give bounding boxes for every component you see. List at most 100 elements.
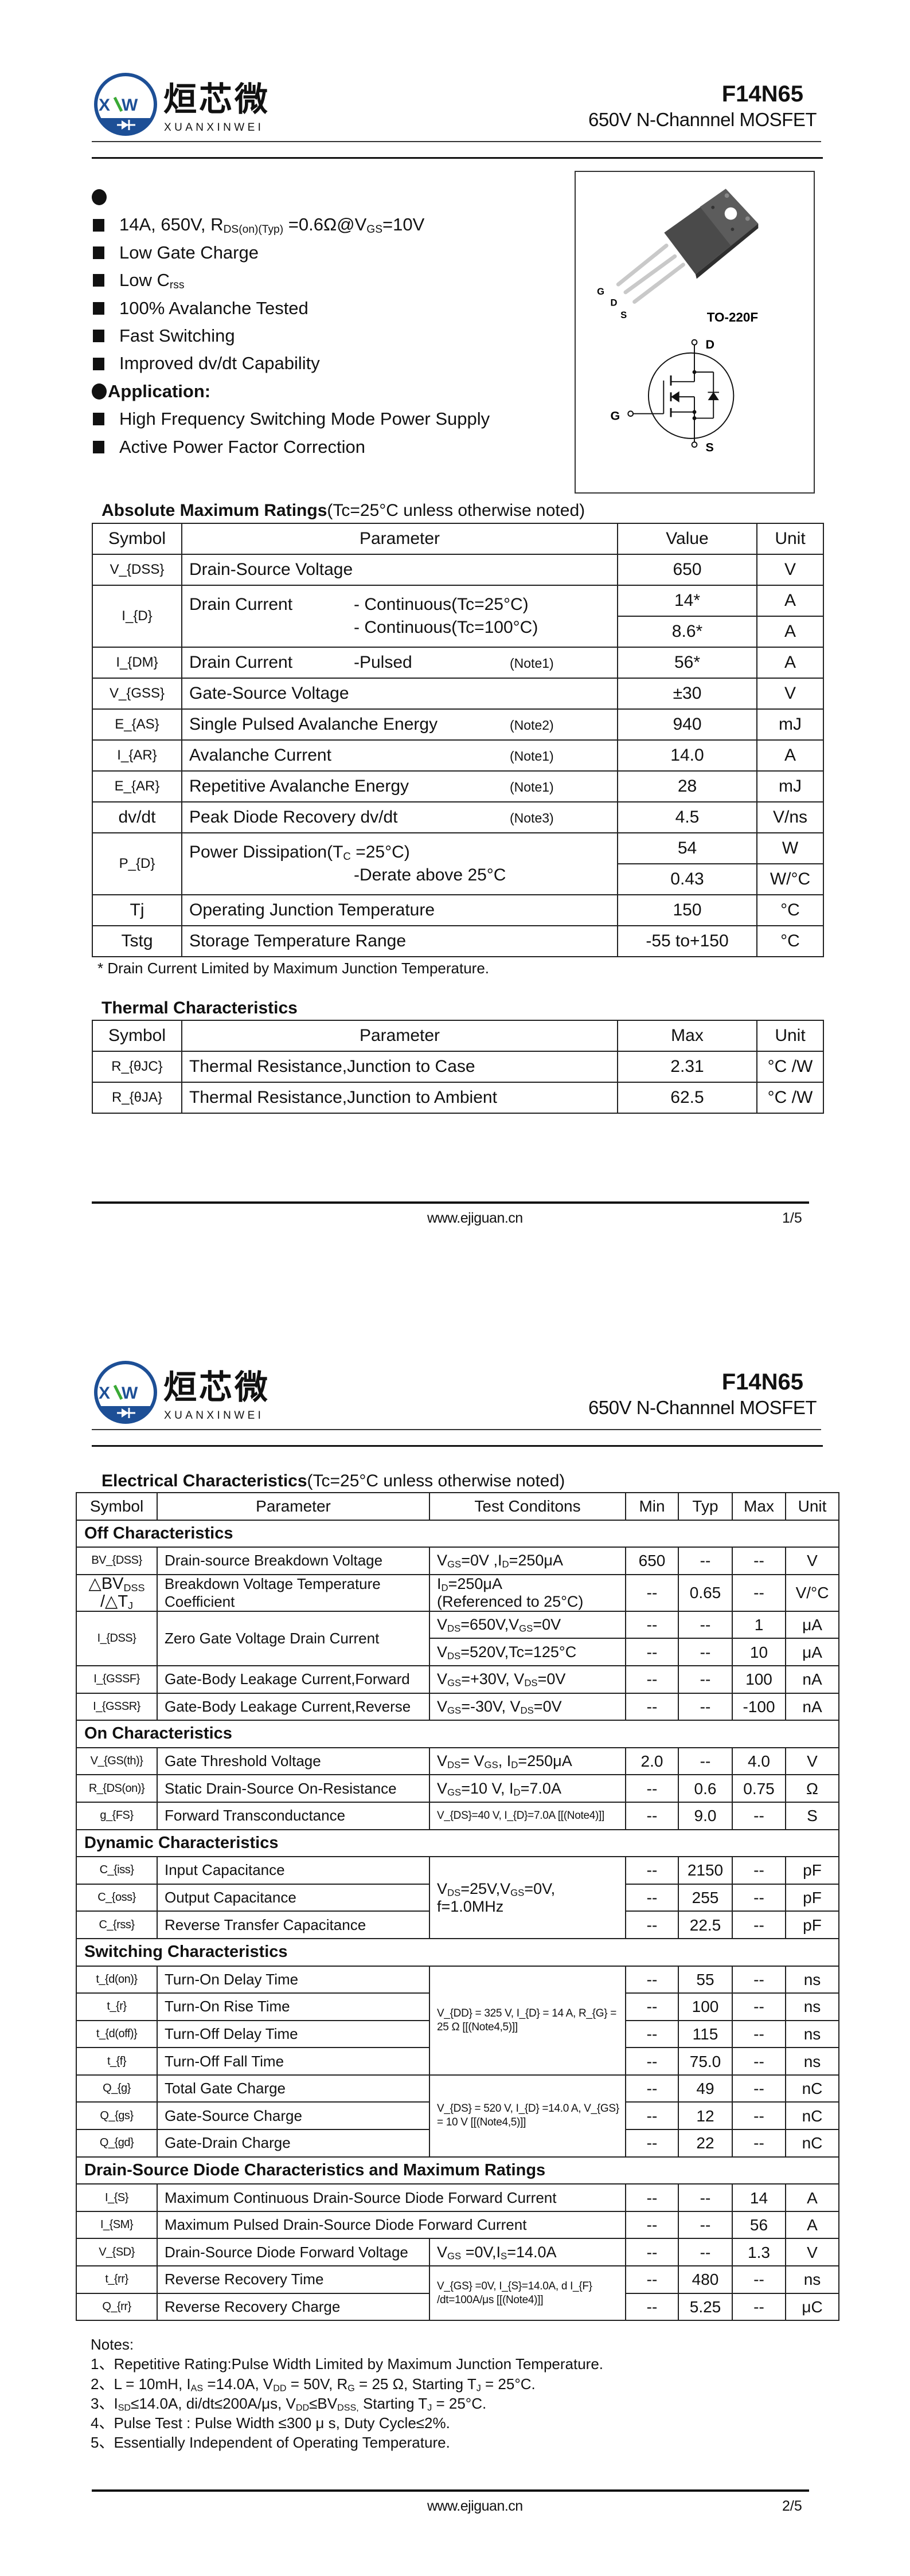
table-row: Q_{gd} Gate-Drain Charge -- 22 -- nC	[76, 2129, 839, 2158]
column-header: Parameter	[181, 1020, 618, 1052]
symbol-cell: C_{iss}	[76, 1856, 158, 1885]
note-item: 5、Essentially Independent of Operating T…	[91, 2434, 450, 2452]
feature-item: 14A, 650V, RDS(on)(Typ) =0.6Ω@VGS=10V	[92, 211, 490, 238]
header-divider-thick	[92, 157, 823, 159]
max-cell: 62.5	[617, 1082, 757, 1114]
thermal-title: Thermal Characteristics	[101, 999, 298, 1018]
parameter-cell: Thermal Resistance,Junction to Ambient	[181, 1082, 618, 1114]
column-header: Value	[617, 523, 757, 555]
parameter-name: Peak Diode Recovery dv/dt	[189, 807, 398, 827]
bullet-circle-icon	[92, 383, 107, 400]
parameter-cell: Repetitive Avalanche Energy (Note1)	[181, 770, 618, 802]
unit-cell: μA	[785, 1610, 839, 1639]
table-row: dv/dt Peak Diode Recovery dv/dt (Note3) 4.5…	[92, 801, 824, 833]
min-cell: --	[625, 1573, 679, 1612]
symbol-cell: C_{rss}	[76, 1911, 158, 1939]
min-cell: 2.0	[625, 1747, 679, 1776]
parameter-cell: Reverse Recovery Time	[157, 2265, 430, 2294]
unit-cell: nA	[785, 1692, 839, 1721]
column-header: Symbol	[92, 1020, 182, 1052]
symbol-cell: I_{AR}	[92, 739, 182, 772]
svg-text:W: W	[122, 1384, 138, 1403]
unit-cell: pF	[785, 1856, 839, 1885]
test-condition-cell: VGS=-30V, VDS=0V	[429, 1692, 626, 1721]
unit-cell: °C	[756, 925, 824, 957]
test-condition-cell: ID=250μA (Referenced to 25°C)	[429, 1573, 626, 1612]
table-row: Tj Operating Junction Temperature 150 °C	[92, 894, 824, 926]
unit-cell: pF	[785, 1911, 839, 1939]
symbol-cell: Q_{gd}	[76, 2129, 158, 2158]
column-header: Symbol	[76, 1492, 158, 1521]
value-cell: 150	[617, 894, 757, 926]
max-cell: 4.0	[732, 1747, 786, 1776]
feature-item: Improved dv/dt Capability	[92, 350, 490, 377]
min-cell: --	[625, 1692, 679, 1721]
table-row: Q_{gs} Gate-Source Charge -- 12 -- nC	[76, 2101, 839, 2131]
parameter-line: Single Pulsed Avalanche Energy (Note2)	[189, 713, 617, 737]
symbol-cell: P_{D}	[92, 832, 182, 895]
value-cell: 56*	[617, 647, 757, 679]
device-subtitle: 650V N-Channnel MOSFET	[588, 109, 817, 130]
parameter-line: Repetitive Avalanche Energy (Note1)	[189, 775, 617, 798]
max-cell: --	[732, 2101, 786, 2131]
table-row: R_{θJC} Thermal Resistance,Junction to Ca…	[92, 1051, 824, 1083]
parameter-cell: Reverse Transfer Capacitance	[157, 1911, 430, 1939]
typ-cell: 49	[678, 2074, 733, 2103]
unit-cell: °C /W	[756, 1051, 824, 1083]
symbol-cell: V_{GS(th)}	[76, 1747, 158, 1776]
unit-cell: mJ	[756, 770, 824, 802]
typ-cell: 12	[678, 2101, 733, 2131]
symbol-cell: g_{FS}	[76, 1801, 158, 1830]
max-cell: -100	[732, 1692, 786, 1721]
min-cell: --	[625, 2047, 679, 2076]
section-title: On Characteristics	[76, 1720, 839, 1748]
value-cell: 28	[617, 770, 757, 802]
parameter-cell: Breakdown Voltage Temperature Coefficien…	[157, 1573, 430, 1612]
footer-url[interactable]: www.ejiguan.cn	[427, 2498, 523, 2514]
package-name: TO-220F	[707, 310, 758, 324]
parameter-note: (Note2)	[510, 717, 554, 733]
unit-cell: V/°C	[785, 1573, 839, 1612]
parameter-cell: Turn-On Rise Time	[157, 1992, 430, 2021]
min-cell: --	[625, 1883, 679, 1912]
package-drawing: G D S TO-220F	[597, 189, 759, 454]
min-cell: --	[625, 1665, 679, 1694]
test-condition-cell: VDS= VGS, ID=250μA	[429, 1747, 626, 1776]
parameter-cell: Static Drain-Source On-Resistance	[157, 1774, 430, 1803]
parameter-cell: Drain Current -Pulsed (Note1)	[181, 647, 618, 679]
value-cell: ±30	[617, 678, 757, 710]
symbol-cell: △BVDSS /△TJ	[76, 1573, 158, 1612]
table-row: I_{DM} Drain Current -Pulsed (Note1) 56* A	[92, 647, 824, 679]
footer-divider	[92, 1201, 809, 1204]
test-condition-cell: VDS=25V,VGS=0V, f=1.0MHz	[429, 1856, 626, 1939]
parameter-cell: Gate-Source Voltage	[181, 678, 618, 710]
section-title: Dynamic Characteristics	[76, 1829, 839, 1858]
unit-cell: W/°C	[756, 863, 824, 895]
max-cell: --	[732, 2019, 786, 2049]
max-cell: 0.75	[732, 1774, 786, 1803]
test-condition-cell: V_{DS} = 520 V, I_{D} =14.0 A, V_{GS} = …	[429, 2074, 626, 2158]
symbol-cell: V_{DSS}	[92, 554, 182, 586]
unit-cell: V	[756, 678, 824, 710]
footer-url[interactable]: www.ejiguan.cn	[427, 1210, 523, 1226]
value-cell: 8.6*	[617, 616, 757, 648]
parameter-line: Gate-Source Voltage	[189, 682, 617, 705]
pin-label-s: S	[620, 310, 627, 320]
unit-cell: ns	[785, 2019, 839, 2049]
parameter-cell: Input Capacitance	[157, 1856, 430, 1885]
table-row: I_{S} Maximum Continuous Drain-Source Dio…	[76, 2183, 839, 2212]
feature-item: Low Crss	[92, 267, 490, 294]
symbol-cell: I_{SM}	[76, 2210, 158, 2240]
unit-cell: nC	[785, 2101, 839, 2131]
abs-max-table: Symbol Parameter Value Unit V_{DSS} Drain-Sou…	[92, 523, 824, 957]
application-heading: Application:	[92, 378, 490, 405]
max-cell: --	[732, 2074, 786, 2103]
parameter-cell: Gate-Body Leakage Current,Forward	[157, 1665, 430, 1694]
table-row: R_{DS(on)} Static Drain-Source On-Resista…	[76, 1774, 839, 1803]
parameter-cell: Power Dissipation(TC =25°C) -Derate above…	[181, 832, 618, 895]
symbol-cell: I_{DSS}	[76, 1610, 158, 1666]
parameter-note: (Note1)	[510, 655, 554, 671]
symbol-cell: Tj	[92, 894, 182, 926]
table-header-row: Symbol Parameter Test Conditons Min Typ Max Un…	[76, 1492, 839, 1521]
parameter-cell: Output Capacitance	[157, 1883, 430, 1912]
